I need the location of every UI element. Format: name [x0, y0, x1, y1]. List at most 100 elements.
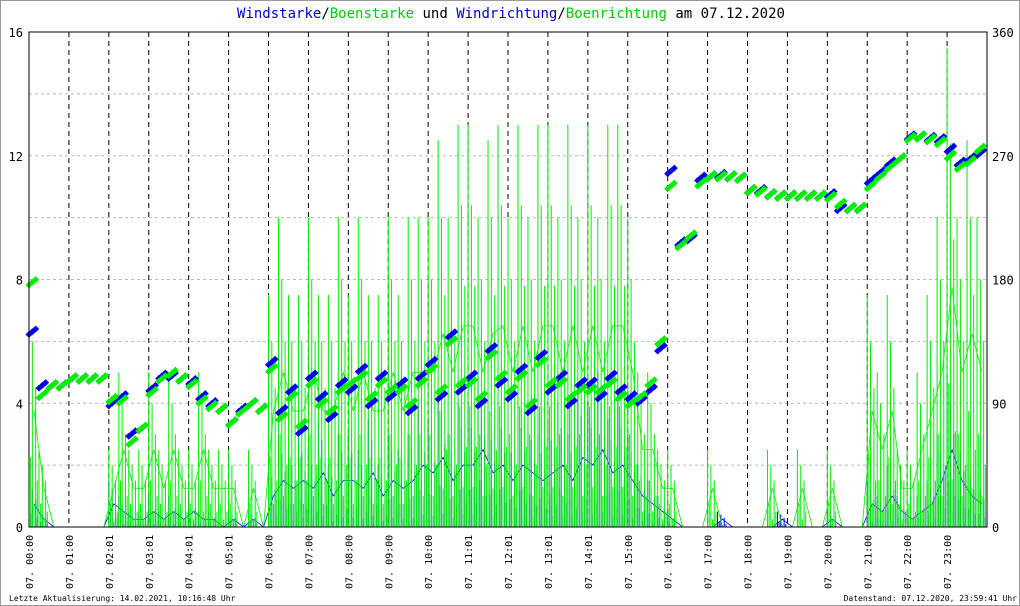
- direction-point: [311, 369, 319, 377]
- data-timestamp-text: Datenstand: 07.12.2020, 23:59:41 Uhr: [843, 594, 1017, 603]
- direction-point: [950, 149, 958, 157]
- direction-point: [860, 201, 868, 209]
- direction-point: [111, 392, 120, 400]
- direction-point: [820, 189, 828, 197]
- direction-point: [301, 424, 309, 432]
- title-part: /: [321, 6, 330, 22]
- direction-point: [171, 366, 179, 374]
- series-boenrichtung: [25, 130, 988, 449]
- y-tick-label: 12: [9, 150, 23, 164]
- x-tick-label: 07. 03:01: [145, 535, 156, 589]
- direction-point: [910, 131, 918, 139]
- direction-point: [421, 376, 429, 384]
- direction-point: [620, 383, 628, 391]
- direction-point: [531, 396, 539, 405]
- direction-point: [281, 403, 289, 411]
- x-tick-label: 07. 16:00: [664, 535, 675, 589]
- direction-point: [740, 171, 748, 179]
- direction-point: [441, 390, 449, 398]
- direction-point: [471, 369, 479, 377]
- direction-point: [371, 396, 379, 405]
- direction-point: [481, 396, 489, 405]
- direction-point: [221, 402, 229, 410]
- direction-point: [42, 388, 50, 396]
- y-tick-label: 16: [9, 26, 23, 40]
- direction-point: [451, 335, 459, 343]
- direction-point: [271, 355, 279, 363]
- direction-point: [361, 362, 369, 370]
- chart-title: Windstarke/Boenstarke und Windrichtung/B…: [1, 6, 1019, 22]
- direction-point: [610, 369, 618, 377]
- direction-point: [231, 416, 239, 424]
- direction-point: [331, 403, 339, 411]
- direction-point: [251, 396, 259, 405]
- x-tick-label: 07. 12:01: [504, 535, 515, 589]
- x-tick-label: 07. 09:00: [384, 535, 395, 589]
- direction-point: [970, 154, 978, 163]
- direction-point: [640, 390, 648, 398]
- direction-point: [121, 390, 130, 398]
- direction-point: [491, 341, 499, 350]
- x-tick-label: 07. 04:01: [185, 535, 196, 589]
- direction-point: [211, 399, 219, 407]
- direction-point: [291, 390, 299, 398]
- direction-point: [181, 372, 189, 380]
- direction-point: [531, 403, 539, 411]
- direction-point: [750, 183, 758, 191]
- title-part: Windstarke: [237, 6, 322, 22]
- y-tick-label: 8: [16, 274, 23, 288]
- x-tick-label: 07. 23:00: [943, 535, 954, 589]
- direction-point: [451, 328, 459, 336]
- x-tick-label: 07. 10:00: [424, 535, 435, 589]
- direction-point: [521, 362, 529, 370]
- direction-point: [82, 372, 90, 380]
- direction-point: [880, 170, 888, 178]
- direction-point: [32, 275, 40, 284]
- direction-point: [381, 369, 389, 377]
- direction-point: [42, 379, 50, 387]
- x-tick-label: 07. 22:00: [903, 535, 914, 589]
- direction-point: [541, 348, 549, 356]
- direction-point: [491, 348, 499, 356]
- direction-point: [650, 376, 658, 384]
- direction-point: [191, 377, 199, 385]
- direction-point: [431, 362, 439, 370]
- y2-tick-label: 0: [992, 521, 999, 535]
- series-boenstarke: [28, 47, 986, 528]
- direction-point: [570, 396, 579, 405]
- direction-point: [610, 376, 618, 384]
- direction-point: [660, 341, 668, 350]
- x-tick-label: 07. 05:01: [225, 535, 236, 589]
- direction-point: [471, 376, 479, 384]
- x-tick-label: 07. 02:01: [105, 535, 116, 589]
- direction-point: [501, 369, 509, 377]
- direction-point: [561, 376, 569, 384]
- direction-point: [371, 390, 379, 398]
- direction-point: [501, 376, 509, 384]
- x-tick-label: 07. 07:00: [304, 535, 315, 589]
- direction-point: [930, 132, 938, 141]
- direction-point: [790, 189, 798, 197]
- title-part: am 07.12.2020: [666, 6, 785, 22]
- direction-point: [151, 385, 159, 394]
- direction-point: [351, 383, 359, 391]
- direction-point: [940, 135, 948, 143]
- direction-point: [800, 189, 808, 197]
- x-tick-label: 07. 01:00: [65, 535, 76, 589]
- direction-point: [650, 383, 658, 391]
- direction-point: [670, 164, 678, 172]
- direction-point: [291, 383, 299, 391]
- direction-point: [950, 142, 958, 150]
- direction-point: [840, 197, 848, 205]
- direction-point: [381, 376, 389, 384]
- direction-point: [341, 376, 349, 384]
- direction-point: [630, 390, 638, 398]
- direction-point: [401, 383, 409, 391]
- direction-point: [700, 171, 708, 179]
- direction-point: [980, 142, 988, 150]
- direction-point: [131, 435, 139, 443]
- direction-point: [690, 229, 698, 237]
- direction-point: [431, 355, 439, 363]
- direction-point: [680, 238, 688, 246]
